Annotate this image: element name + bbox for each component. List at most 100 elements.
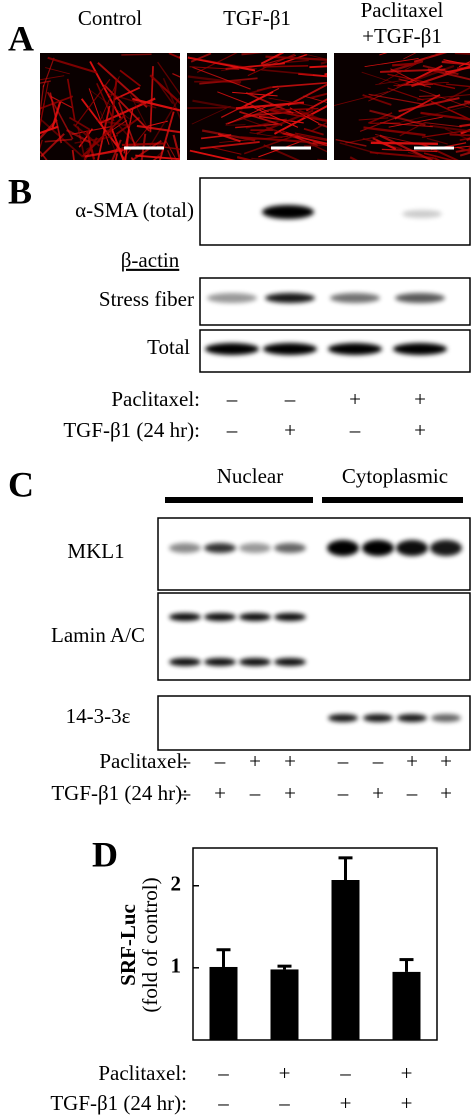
fiber	[109, 78, 118, 138]
fiber	[398, 96, 460, 113]
blot-label: Lamin A/C	[51, 623, 145, 647]
band	[265, 293, 315, 303]
sign: +	[440, 749, 452, 773]
fiber	[339, 142, 379, 155]
blot-label: 14-3-3ε	[66, 704, 131, 728]
fiber	[399, 121, 425, 137]
fiber	[232, 91, 278, 97]
sign: +	[279, 1061, 291, 1085]
fiber	[413, 53, 448, 63]
band	[169, 658, 201, 666]
panel-label: A	[8, 18, 34, 58]
fiber	[100, 97, 156, 124]
fiber	[118, 101, 136, 147]
fiber	[187, 56, 256, 72]
blot-frame	[157, 592, 471, 681]
fiber	[394, 93, 441, 120]
fiber	[121, 53, 152, 56]
fiber	[427, 68, 470, 81]
fiber	[72, 123, 100, 147]
fiber	[446, 83, 470, 88]
fiber	[454, 53, 470, 55]
fiber	[287, 83, 327, 107]
y-tick-label: 2	[171, 872, 182, 896]
blot-frame	[157, 695, 471, 751]
fiber	[157, 81, 174, 105]
fiber	[148, 97, 180, 149]
band	[274, 613, 306, 621]
panel-label: B	[8, 171, 32, 211]
y-tick-label: 1	[171, 954, 182, 978]
sign: –	[214, 749, 226, 773]
fraction-label: Cytoplasmic	[342, 464, 448, 488]
fiber	[200, 134, 232, 140]
fiber	[240, 136, 310, 144]
fiber	[436, 159, 439, 160]
band	[205, 343, 259, 355]
fiber	[40, 80, 51, 84]
sign: –	[372, 749, 384, 773]
fiber	[68, 116, 91, 131]
band	[396, 540, 428, 556]
fiber	[119, 69, 142, 87]
fiber	[168, 53, 180, 60]
fiber	[441, 60, 470, 66]
fiber	[392, 62, 417, 67]
fiber	[50, 96, 73, 109]
condition-name: Paclitaxel:	[99, 749, 188, 773]
band	[328, 343, 382, 355]
blot-frame	[157, 517, 471, 591]
label: Total	[147, 335, 190, 359]
fiber	[191, 105, 231, 125]
band	[362, 540, 394, 556]
band	[430, 540, 462, 556]
fiber	[378, 54, 433, 85]
fiber	[159, 111, 175, 160]
fiber	[334, 91, 389, 107]
fiber	[49, 92, 63, 144]
condition-name: TGF-β1 (24 hr):	[63, 418, 200, 442]
fiber	[188, 56, 258, 70]
plot-frame	[192, 847, 438, 1041]
band	[263, 343, 317, 355]
band	[328, 714, 358, 722]
loading-heading: β-actin	[121, 248, 180, 272]
fiber	[165, 140, 178, 160]
micrograph	[334, 53, 470, 160]
fiber	[245, 118, 287, 129]
fiber	[403, 53, 417, 60]
band	[274, 543, 306, 553]
fiber	[279, 53, 308, 65]
band	[239, 613, 271, 621]
fiber	[309, 65, 327, 69]
fiber	[193, 150, 234, 160]
fiber	[368, 93, 424, 105]
fiber	[242, 117, 278, 132]
fiber	[247, 85, 273, 95]
band	[330, 293, 380, 303]
sign: –	[179, 781, 191, 805]
band	[393, 343, 447, 355]
condition-name: TGF-β1 (24 hr):	[50, 1091, 187, 1115]
column-title: +TGF-β1	[362, 24, 442, 48]
fiber	[217, 91, 269, 113]
sign: –	[226, 418, 238, 442]
sign: +	[249, 749, 261, 773]
fiber	[219, 135, 289, 143]
y-axis-label: SRF-Luc	[116, 904, 140, 986]
fiber	[460, 65, 470, 70]
column-title: TGF-β1	[223, 6, 291, 30]
fiber	[379, 134, 434, 160]
fiber	[456, 146, 470, 153]
band	[327, 540, 359, 556]
fiber	[107, 158, 112, 160]
fiber	[110, 127, 125, 160]
fiber	[335, 138, 367, 147]
fiber	[45, 67, 70, 75]
fiber	[305, 98, 327, 112]
fiber	[244, 91, 274, 107]
fiber	[157, 61, 180, 96]
band	[239, 658, 271, 666]
fiber	[135, 154, 180, 160]
